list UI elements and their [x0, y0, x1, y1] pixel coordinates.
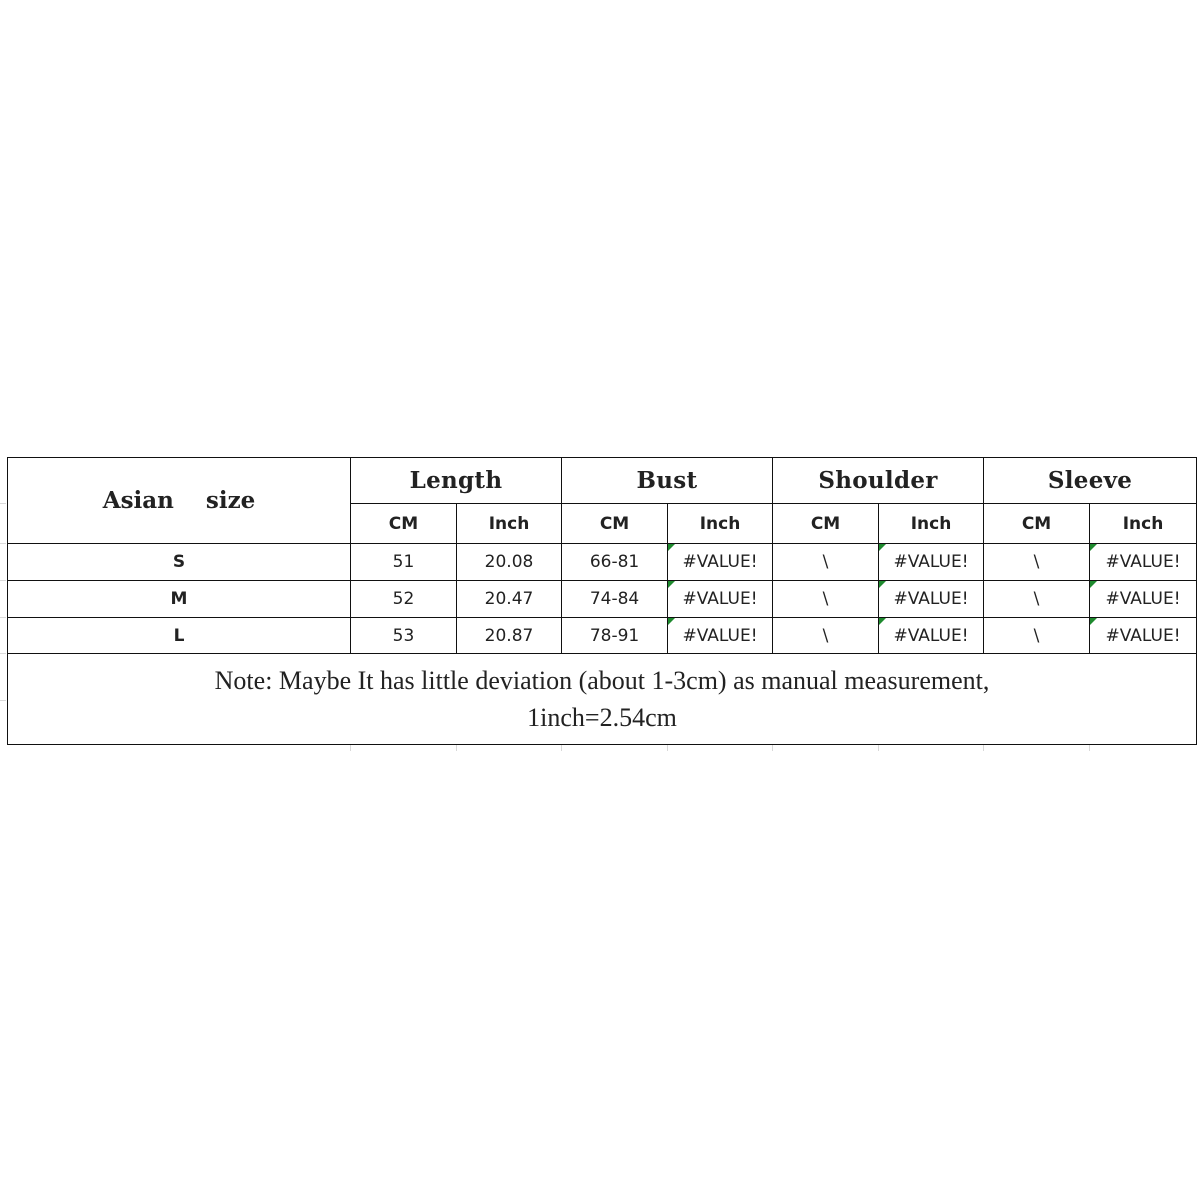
gridline	[0, 700, 6, 701]
value-cell: #VALUE!	[878, 617, 985, 654]
value-cell: \	[772, 580, 880, 618]
value-cell: \	[983, 617, 1091, 654]
gridline	[0, 653, 6, 654]
unit-header: CM	[983, 503, 1091, 544]
value-cell: #VALUE!	[667, 617, 774, 654]
asian-size-header: Asian size	[7, 457, 351, 544]
unit-row: CM Inch CM Inch CM Inch CM Inch	[8, 503, 1198, 544]
value-cell: \	[772, 617, 880, 654]
size-cell: L	[7, 617, 351, 654]
gridline	[0, 503, 6, 504]
value-cell: #VALUE!	[1089, 580, 1198, 618]
value-cell: #VALUE!	[667, 543, 774, 581]
value-cell: #VALUE!	[878, 543, 985, 581]
note-line-1: Note: Maybe It has little deviation (abo…	[214, 666, 990, 695]
value-cell: #VALUE!	[1089, 617, 1198, 654]
header-shoulder: Shoulder	[772, 457, 985, 504]
note-line-2: 1inch=2.54cm	[527, 703, 677, 732]
value-cell: 52	[350, 580, 457, 618]
gridline	[983, 745, 984, 751]
value-cell: #VALUE!	[878, 580, 985, 618]
header-row: Asian size Length Bust Shoulder Sleeve	[7, 457, 1198, 544]
value-cell: 53	[350, 617, 457, 654]
gridline	[878, 745, 879, 751]
gridline	[0, 617, 6, 618]
value-cell: 51	[350, 543, 457, 581]
header-sleeve: Sleeve	[983, 457, 1198, 504]
gridline	[0, 543, 6, 544]
value-cell: \	[983, 543, 1091, 581]
value-cell: 78-91	[561, 617, 669, 654]
note-row: Note: Maybe It has little deviation (abo…	[6, 653, 1198, 745]
value-cell: \	[772, 543, 880, 581]
size-chart-table: Asian size Length Bust Shoulder Sleeve C…	[6, 457, 1198, 745]
gridline	[456, 745, 457, 751]
gridline	[1089, 745, 1090, 751]
value-cell: 20.47	[455, 580, 563, 618]
gridline	[350, 745, 351, 751]
value-cell: \	[983, 580, 1091, 618]
value-cell: #VALUE!	[667, 580, 774, 618]
table-row: M 52 20.47 74-84 #VALUE! \ #VALUE! \ #VALUE!	[7, 580, 1198, 618]
table-row: S 51 20.08 66-81 #VALUE! \ #VALUE! \ #VALUE!	[7, 543, 1198, 581]
unit-header: Inch	[667, 503, 774, 544]
unit-header: Inch	[455, 503, 563, 544]
size-cell: S	[7, 543, 351, 581]
gridline	[667, 745, 668, 751]
gridline	[561, 745, 562, 751]
value-cell: 20.87	[455, 617, 563, 654]
value-cell: 20.08	[455, 543, 563, 581]
gridline	[0, 580, 6, 581]
value-cell: #VALUE!	[1089, 543, 1198, 581]
unit-header: CM	[350, 503, 457, 544]
header-bust: Bust	[561, 457, 774, 504]
note-cell: Note: Maybe It has little deviation (abo…	[6, 653, 1198, 745]
unit-header: Inch	[1089, 503, 1198, 544]
unit-header: CM	[561, 503, 669, 544]
table-row: L 53 20.87 78-91 #VALUE! \ #VALUE! \ #VALUE!	[7, 617, 1198, 654]
value-cell: 66-81	[561, 543, 669, 581]
unit-header: CM	[772, 503, 880, 544]
header-length: Length	[349, 457, 563, 504]
size-cell: M	[7, 580, 351, 618]
gridline	[772, 745, 773, 751]
unit-header: Inch	[878, 503, 985, 544]
value-cell: 74-84	[561, 580, 669, 618]
